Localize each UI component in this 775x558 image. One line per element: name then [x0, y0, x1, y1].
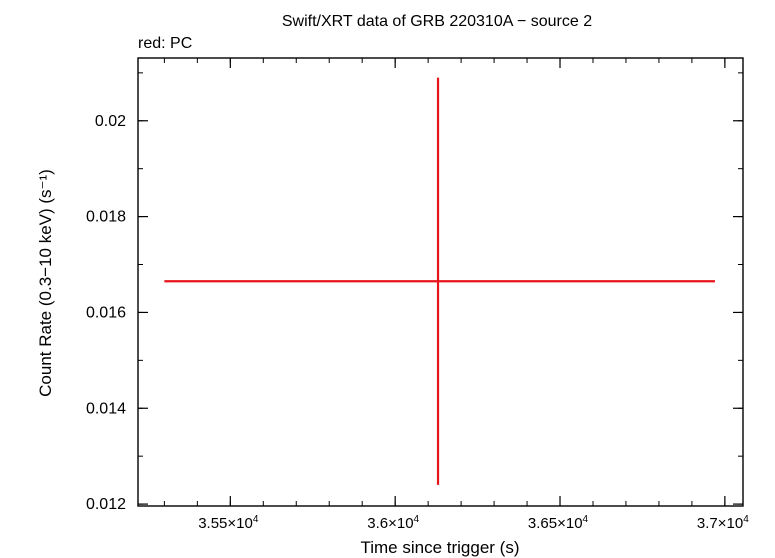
y-tick-label: 0.02: [95, 113, 126, 130]
data-point: [164, 77, 715, 485]
x-tick-label: 3.7×104: [697, 514, 749, 532]
plot-axes: 3.55×104 3.6×104 3.65×104 3.7×104 0.012 0.014…: [86, 57, 749, 532]
plot-frame: [137, 57, 744, 507]
data-points: [164, 77, 715, 485]
y-tick-label: 0.016: [86, 304, 126, 321]
y-tick-label: 0.014: [86, 400, 126, 417]
y-tick-label: 0.012: [86, 496, 126, 513]
x-tick-label: 3.65×104: [528, 514, 589, 532]
chart-title: Swift/XRT data of GRB 220310A − source 2: [282, 13, 592, 30]
y-axis-label: Count Rate (0.3−10 keV) (s⁻¹): [36, 169, 55, 397]
chart-subtitle: red: PC: [138, 35, 192, 52]
x-tick-label: 3.55×104: [198, 514, 259, 532]
x-axis-label: Time since trigger (s): [360, 538, 519, 557]
x-tick-label: 3.6×104: [367, 514, 419, 532]
y-tick-label: 0.018: [86, 209, 126, 226]
